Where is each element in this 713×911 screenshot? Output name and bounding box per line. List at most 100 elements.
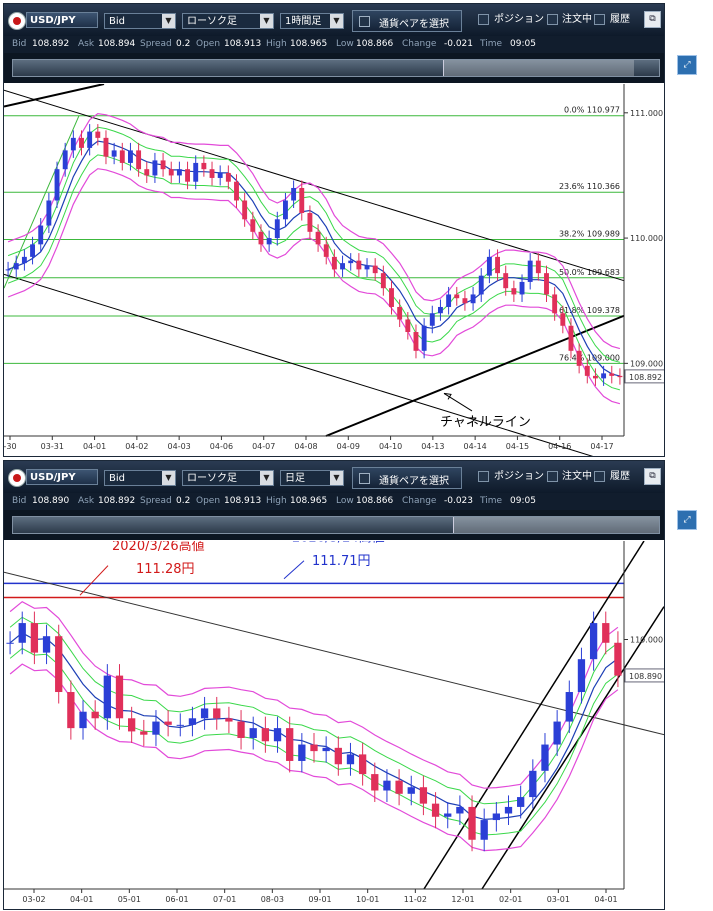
x-tick-label: 05-01 xyxy=(118,895,141,904)
candle-body xyxy=(602,623,610,643)
candle-body xyxy=(115,675,124,719)
candle-body xyxy=(576,350,582,366)
candle-body xyxy=(421,325,427,351)
candle-body xyxy=(298,744,306,761)
ask-value: 108.892 xyxy=(98,496,136,506)
candle-body xyxy=(495,256,500,274)
candle-body xyxy=(322,747,330,752)
position-checkbox[interactable] xyxy=(478,471,489,482)
candle-body xyxy=(470,294,476,304)
candle-body xyxy=(541,744,549,771)
candle-body xyxy=(395,780,403,794)
channel-lower-line xyxy=(4,273,594,456)
candle-body xyxy=(55,636,63,693)
bollinger-lower-line xyxy=(7,168,621,405)
candle-body xyxy=(346,754,355,765)
x-tick-label: 03-31 xyxy=(41,442,64,451)
candle-body xyxy=(565,692,573,722)
navigator-window[interactable] xyxy=(443,60,634,76)
candle-body xyxy=(103,137,109,157)
candle-body xyxy=(201,162,207,170)
ask-label: Ask xyxy=(78,39,95,49)
orders-checkbox[interactable] xyxy=(547,471,558,482)
uptrend-channel-upper xyxy=(423,541,645,890)
candle-body xyxy=(552,294,558,314)
chart-settings-icon[interactable]: ⧉ xyxy=(644,468,661,485)
candle-body xyxy=(225,172,231,182)
bollinger-lower-line xyxy=(9,663,619,852)
navigator-window[interactable] xyxy=(453,517,659,533)
change-label: Change xyxy=(402,496,437,506)
x-tick-label: 04-07 xyxy=(252,442,275,451)
x-tick-label: 04-15 xyxy=(506,442,529,451)
candle-body xyxy=(261,728,270,742)
y-tick-label: 110.000 xyxy=(630,234,663,243)
annotation-march26-price: 111.28円 xyxy=(136,562,195,577)
candle-body xyxy=(152,160,158,176)
candle-body xyxy=(136,150,142,170)
price-type-select[interactable]: Bid ▼ xyxy=(104,13,176,29)
chart-type-select[interactable]: ローソク足 ▼ xyxy=(182,13,274,29)
hourly-chart: 0.0% 110.977 23.6% 110.366 38.2% 109.989 50… xyxy=(4,84,664,456)
candle-body xyxy=(164,721,172,725)
candle-body xyxy=(372,265,378,274)
candle-body xyxy=(527,260,533,282)
x-tick-label: 02-01 xyxy=(499,895,522,904)
candle-body xyxy=(38,225,44,245)
x-tick-label: 04-16 xyxy=(548,442,571,451)
bollinger-inner-upper-line xyxy=(7,126,621,363)
bollinger-inner-upper-line xyxy=(9,616,619,805)
symbol-button[interactable]: USD/JPY xyxy=(26,12,98,28)
candle-body xyxy=(589,623,598,660)
last-price-tag xyxy=(624,668,664,683)
position-label: ポジション xyxy=(494,14,544,25)
candle-body xyxy=(601,373,607,379)
position-checkbox[interactable] xyxy=(478,14,489,25)
spread-value: 0.2 xyxy=(176,496,191,506)
price-type-select[interactable]: Bid ▼ xyxy=(104,470,176,486)
candle-body xyxy=(454,294,460,299)
symbol-button[interactable]: USD/JPY xyxy=(26,469,98,485)
candle-body xyxy=(234,181,239,201)
candle-body xyxy=(577,659,586,693)
candle-body xyxy=(67,692,75,729)
timeframe-select[interactable]: 日足 ▼ xyxy=(280,470,344,486)
candle-body xyxy=(358,754,367,775)
candle-body xyxy=(87,131,93,148)
change-value: -0.023 xyxy=(444,496,474,506)
candle-body xyxy=(331,256,337,270)
chart-panel-daily: USD/JPY Bid ▼ ローソク足 ▼ 日足 ▼ 通貨ペアを選択 ポジション 注文… xyxy=(3,460,665,910)
chart-settings-icon[interactable]: ⧉ xyxy=(644,11,661,28)
chart-type-select[interactable]: ローソク足 ▼ xyxy=(182,470,274,486)
pair-select-button[interactable]: 通貨ペアを選択 xyxy=(352,467,462,489)
expand-icon[interactable]: ⤢ xyxy=(677,510,697,530)
annotation-arrow-blue xyxy=(283,560,305,580)
candle-body xyxy=(446,294,452,307)
chevron-down-icon: ▼ xyxy=(260,471,273,485)
candle-body xyxy=(504,806,513,814)
candle-body xyxy=(176,169,182,176)
history-checkbox[interactable] xyxy=(594,471,605,482)
annotation-march24-date: 2020/3/24高値 xyxy=(292,541,385,546)
fibonacci-label: 23.6% 110.366 xyxy=(559,182,620,191)
candle-body xyxy=(553,721,561,745)
candle-body xyxy=(519,281,525,295)
candle-body xyxy=(168,169,174,176)
navigator xyxy=(4,53,664,83)
candle-body xyxy=(593,375,598,379)
candle-body xyxy=(70,137,76,151)
navigator-scrollbar[interactable] xyxy=(12,516,660,534)
x-tick-label: 09-01 xyxy=(308,895,331,904)
candle-body xyxy=(119,150,125,163)
candle-body xyxy=(42,636,51,653)
channel-line-annotation: チャネルライン xyxy=(440,415,531,430)
navigator-scrollbar[interactable] xyxy=(12,59,660,77)
expand-icon[interactable]: ⤢ xyxy=(677,55,697,75)
orders-checkbox[interactable] xyxy=(547,14,558,25)
timeframe-value: 日足 xyxy=(285,473,305,484)
history-checkbox[interactable] xyxy=(594,14,605,25)
timeframe-select[interactable]: 1時間足 ▼ xyxy=(280,13,344,29)
pair-select-button[interactable]: 通貨ペアを選択 xyxy=(352,10,462,32)
candle-body xyxy=(438,306,443,314)
chevron-down-icon: ▼ xyxy=(260,14,273,28)
